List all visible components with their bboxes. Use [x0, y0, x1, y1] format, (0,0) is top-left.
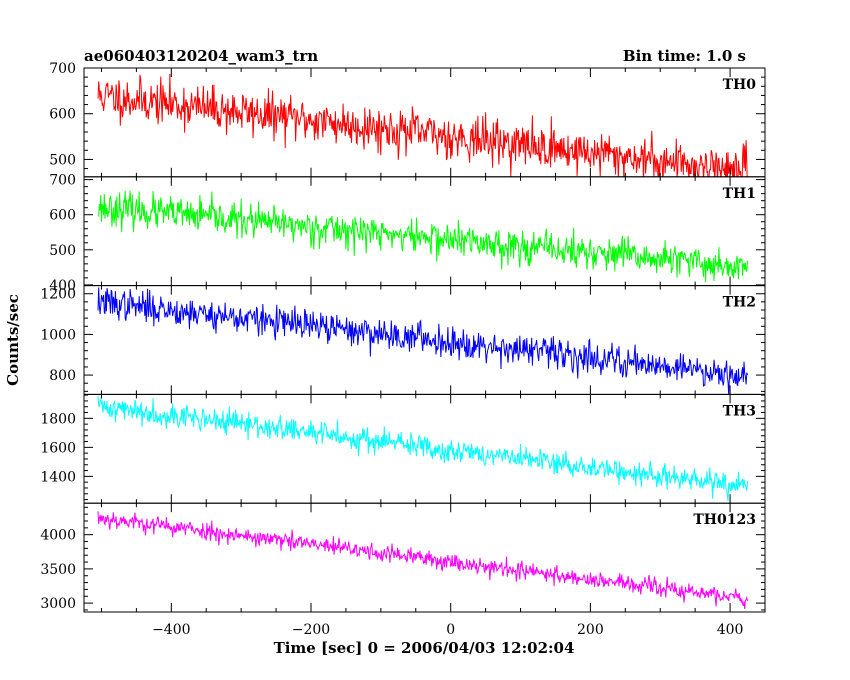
- y-tick-label: 1400: [40, 469, 76, 485]
- series-line-th3: [97, 395, 748, 502]
- series-label-th3: TH3: [723, 403, 756, 419]
- y-tick-label: 1800: [40, 411, 76, 427]
- panel-frame: [83, 502, 766, 613]
- x-axis-label: Time [sec] 0 = 2006/04/03 12:02:04: [274, 639, 575, 657]
- panels: 500 600 700 TH0 400 500 600 700 TH1 800 1000 1200 TH…: [40, 61, 766, 613]
- series-label-th0: TH0: [723, 77, 757, 93]
- series-label-th2: TH2: [723, 295, 756, 311]
- y-tick-label: 3000: [40, 596, 76, 612]
- y-tick-label: 1200: [40, 287, 76, 303]
- y-tick-label: 3500: [40, 562, 76, 578]
- x-tick-label: 400: [717, 622, 744, 638]
- series-label-th1: TH1: [723, 186, 756, 202]
- x-axis-ticks: −400 −200 0 200 400: [152, 622, 743, 638]
- y-tick-label: 1600: [40, 440, 76, 456]
- x-tick-label: 200: [577, 622, 604, 638]
- y-axis-label: Counts/sec: [4, 294, 22, 386]
- chart-title: ae060403120204_wam3_trn: [84, 47, 318, 65]
- series-label-th0123: TH0123: [693, 512, 756, 528]
- series-line-th0: [97, 73, 748, 177]
- y-tick-label: 500: [49, 152, 76, 168]
- y-tick-label: 500: [49, 243, 76, 259]
- y-tick-label: 4000: [40, 528, 76, 544]
- series-line-th2: [97, 287, 748, 395]
- panel-th1: 400 500 600 700 TH1: [49, 173, 766, 294]
- series-line-th1: [97, 190, 748, 283]
- panel-th2: 800 1000 1200 TH2: [40, 285, 766, 395]
- chart-subtitle: Bin time: 1.0 s: [623, 47, 746, 65]
- panel-th0123: 3000 3500 4000 TH0123: [40, 502, 766, 613]
- x-tick-label: −400: [152, 622, 190, 638]
- x-tick-label: −200: [292, 622, 330, 638]
- y-tick-label: 700: [49, 61, 76, 77]
- y-tick-label: 600: [49, 208, 76, 224]
- panel-th0: 500 600 700 TH0: [49, 61, 766, 178]
- x-tick-label: 0: [446, 622, 455, 638]
- y-tick-label: 800: [49, 368, 76, 384]
- y-tick-label: 600: [49, 107, 76, 123]
- panel-frame: [83, 176, 766, 287]
- y-tick-label: 700: [49, 173, 76, 189]
- series-line-th0123: [97, 511, 748, 609]
- y-tick-label: 400: [49, 278, 76, 294]
- panel-th3: 1400 1600 1800 TH3: [40, 393, 766, 504]
- y-tick-label: 1000: [40, 327, 76, 343]
- panel-frame: [83, 67, 766, 178]
